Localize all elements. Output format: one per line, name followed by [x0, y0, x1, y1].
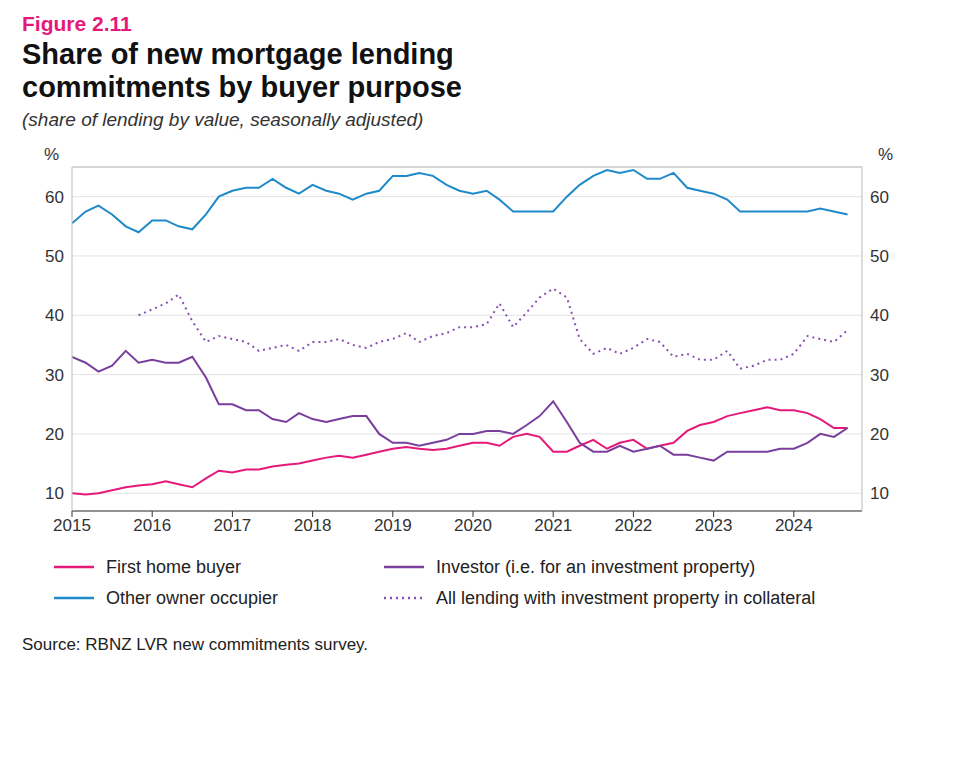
svg-text:30: 30 [45, 365, 64, 384]
svg-text:60: 60 [45, 187, 64, 206]
html-text:First home buyer: First home buyer [106, 556, 241, 577]
svg-text:2023: 2023 [695, 516, 733, 535]
svg-text:2021: 2021 [534, 516, 572, 535]
svg-text:2018: 2018 [294, 516, 332, 535]
svg-text:50: 50 [870, 247, 889, 266]
svg-text:10: 10 [45, 484, 64, 503]
svg-text:2020: 2020 [454, 516, 492, 535]
svg-text:20: 20 [45, 425, 64, 444]
svg-text:10: 10 [870, 484, 889, 503]
svg-text:2015: 2015 [53, 516, 91, 535]
svg-text:30: 30 [870, 365, 889, 384]
html-text:Other owner occupier: Other owner occupier [106, 587, 279, 608]
svg-text:2022: 2022 [615, 516, 653, 535]
svg-text:60: 60 [870, 187, 889, 206]
svg-text:40: 40 [45, 306, 64, 325]
svg-text:50: 50 [45, 247, 64, 266]
svg-text:40: 40 [870, 306, 889, 325]
html-text:Share of new mortgage lending: Share of new mortgage lending commitment… [22, 38, 462, 104]
svg-text:2024: 2024 [775, 516, 813, 535]
html-text:Figure 2.11: Figure 2.11 [22, 12, 132, 35]
html-text:All lending with investment pr: All lending with investment property in … [436, 587, 816, 608]
svg-text:2019: 2019 [374, 516, 412, 535]
svg-text:2016: 2016 [133, 516, 171, 535]
html-text:Investor (i.e. for an investme: Investor (i.e. for an investment propert… [436, 556, 756, 577]
html-text:Source: RBNZ LVR new commitmen: Source: RBNZ LVR new commitments survey. [22, 634, 369, 654]
svg-text:2017: 2017 [213, 516, 251, 535]
html-text:(share of lending by value, se: (share of lending by value, seasonally a… [22, 108, 424, 130]
svg-text:20: 20 [870, 425, 889, 444]
